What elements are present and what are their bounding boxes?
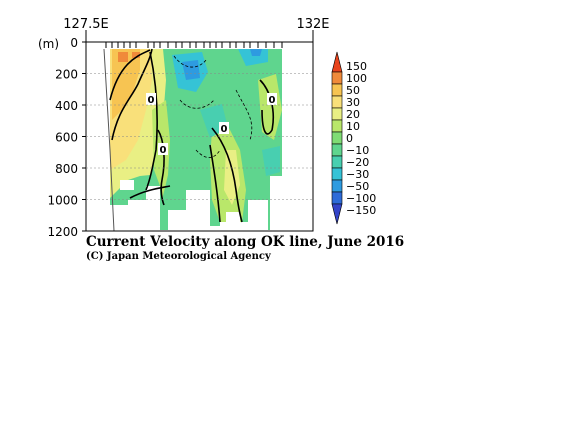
colorbar-label: −10 <box>346 144 369 157</box>
x-tick-label-east: 132E <box>296 17 329 32</box>
chart-title: Current Velocity along OK line, June 201… <box>86 234 405 250</box>
field-region <box>112 49 140 120</box>
data-gap <box>186 190 204 218</box>
bottom-topography <box>103 48 115 232</box>
contour-label: 0 <box>148 95 155 106</box>
contour-label: 0 <box>269 95 276 106</box>
data-gap <box>272 178 282 230</box>
x-tick-label-west: 127.5E <box>63 17 108 32</box>
colorbar-swatch <box>331 119 343 133</box>
colorbar-label: 50 <box>346 84 360 97</box>
colorbar-cap-top <box>331 51 343 73</box>
y-tick-label: 0 <box>70 36 78 50</box>
colorbar-swatch <box>331 179 343 193</box>
field-region <box>118 52 128 62</box>
contour-line-negative <box>235 89 253 141</box>
field-region <box>262 146 280 176</box>
colorbar-swatch <box>331 143 343 157</box>
data-gap <box>146 200 160 230</box>
colorbar-label: 10 <box>346 120 360 133</box>
contour-line <box>145 51 158 191</box>
contour-label-bg <box>158 143 168 155</box>
colorbar-label: −30 <box>346 168 369 181</box>
colorbar-label: 0 <box>346 132 353 145</box>
colorbar-swatch <box>331 191 343 205</box>
contour-line-negative <box>179 99 215 109</box>
data-gap <box>248 200 268 230</box>
contour-line <box>209 144 221 223</box>
y-tick-label: 800 <box>55 162 78 176</box>
colorbar-label: 30 <box>346 96 360 109</box>
colorbar-label: −50 <box>346 180 369 193</box>
contour-label: 0 <box>160 145 167 156</box>
colorbar-label: −150 <box>346 204 376 217</box>
colorbar-label: −20 <box>346 156 369 169</box>
contour-label-bg <box>219 122 229 134</box>
contour-label-bg <box>146 93 156 105</box>
data-gap <box>120 180 134 190</box>
colorbar-label: 100 <box>346 72 367 85</box>
y-axis-unit: (m) <box>38 37 59 51</box>
colorbar-swatch <box>331 95 343 109</box>
copyright-note: (C) Japan Meteorological Agency <box>86 251 271 262</box>
colorbar-swatch <box>331 71 343 85</box>
field-region <box>250 49 262 56</box>
contour-line <box>259 79 275 135</box>
contour-label-bg <box>267 93 277 105</box>
y-tick-label: 1000 <box>47 194 78 208</box>
y-tick-label: 1200 <box>47 225 78 239</box>
colorbar-swatch <box>331 83 343 97</box>
colorbar-cap-bottom <box>331 203 343 225</box>
colorbar-label: 150 <box>346 60 367 73</box>
colorbar-swatch <box>331 155 343 169</box>
data-gap <box>226 212 240 222</box>
colorbar-label: −100 <box>346 192 376 205</box>
contour-line-negative <box>173 55 207 68</box>
contour-line <box>109 49 151 101</box>
colorbar-swatch <box>331 167 343 181</box>
field-region <box>182 60 200 80</box>
y-tick-label: 200 <box>55 68 78 82</box>
contour-line <box>111 48 153 141</box>
colorbar-swatch <box>331 131 343 145</box>
contour-label: 0 <box>221 124 228 135</box>
y-tick-label: 400 <box>55 99 78 113</box>
data-gap <box>168 210 186 230</box>
contour-line <box>211 127 243 223</box>
data-gap <box>116 205 134 233</box>
colorbar-swatch <box>331 107 343 121</box>
y-tick-label: 600 <box>55 131 78 145</box>
contour-line-negative <box>195 149 221 158</box>
contour-line <box>129 185 171 199</box>
colorbar-label: 20 <box>346 108 360 121</box>
field-region <box>258 74 282 140</box>
